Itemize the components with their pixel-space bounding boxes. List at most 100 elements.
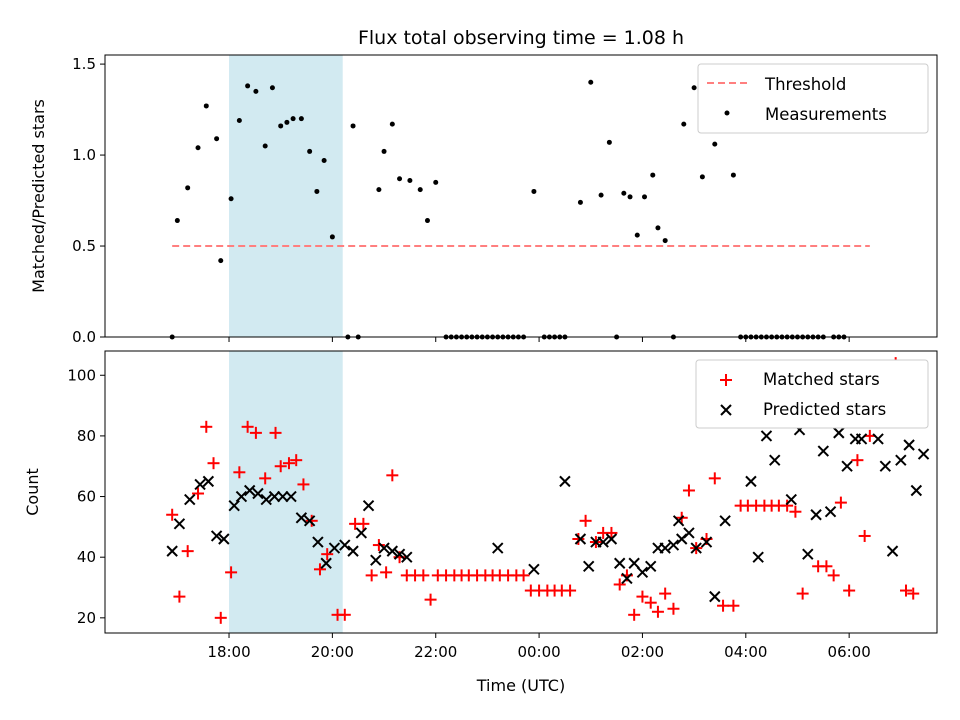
matched-star-point <box>181 545 194 558</box>
matched-star-point <box>827 569 840 582</box>
predicted-star-point <box>700 536 713 548</box>
matched-star-point <box>386 469 399 482</box>
matched-star-point <box>290 454 303 467</box>
predicted-star-point <box>802 548 814 560</box>
x-tick-label: 20:00 <box>311 643 354 661</box>
predicted-star-point <box>785 493 797 506</box>
predicted-star-point <box>528 563 540 576</box>
x-tick-label: 18:00 <box>207 643 250 661</box>
predicted-star-point <box>910 484 923 497</box>
legend-matched-label: Matched stars <box>763 370 880 389</box>
predicted-star-point <box>320 557 332 569</box>
matched-star-point <box>667 602 680 615</box>
predicted-star-point <box>202 475 215 488</box>
matched-star-point <box>192 487 205 500</box>
bottom-plot-frame <box>104 350 938 634</box>
measurement-point <box>433 179 439 185</box>
measurement-point <box>262 143 268 149</box>
matched-star-point <box>517 569 530 582</box>
matched-star-point <box>297 478 310 491</box>
matched-star-point <box>365 569 378 582</box>
measurement-point <box>621 190 627 196</box>
measurement-point <box>642 194 648 200</box>
matched-star-point <box>907 587 920 600</box>
predicted-star-point <box>855 433 868 445</box>
measurement-point <box>531 188 537 194</box>
measurement-point <box>350 123 356 129</box>
predicted-star-point <box>582 560 595 572</box>
predicted-star-point <box>628 557 640 569</box>
top-y-axis-label: Matched/Predicted stars <box>29 99 48 293</box>
predicted-star-point <box>559 475 571 488</box>
matched-star-point <box>249 426 262 439</box>
measurement-point <box>397 176 403 182</box>
matched-star-point <box>899 584 912 597</box>
measurement-point <box>681 121 687 127</box>
measurement-point <box>174 218 180 224</box>
matched-star-point <box>843 584 856 597</box>
measurement-point <box>407 178 413 184</box>
matched-star-point <box>659 587 672 600</box>
measurement-point <box>269 85 275 91</box>
matched-star-point <box>789 505 802 518</box>
matched-star-point <box>820 560 833 573</box>
top-shaded-span <box>229 55 343 337</box>
bottom-legend-box <box>695 359 929 429</box>
predicted-star-point <box>645 560 657 572</box>
matched-star-point <box>727 599 740 612</box>
predicted-star-point <box>683 527 695 539</box>
measurement-point <box>185 185 191 191</box>
predicted-star-point <box>672 515 685 527</box>
matched-star-point <box>200 420 213 433</box>
measurement-point <box>314 188 320 194</box>
predicted-star-point <box>303 515 316 527</box>
measurement-point <box>218 258 224 264</box>
matched-star-point <box>241 420 254 433</box>
matched-star-point <box>282 457 295 470</box>
measurement-point <box>284 119 290 125</box>
measurement-point <box>214 136 220 142</box>
top-y-tick-label: 1.5 <box>72 55 96 73</box>
matched-star-point <box>380 566 393 579</box>
predicted-star-point <box>328 542 341 554</box>
x-tick-label: 06:00 <box>828 643 871 661</box>
measurement-point <box>588 79 594 85</box>
x-tick-label: 22:00 <box>414 643 457 661</box>
measurement-point <box>712 141 718 147</box>
chart-title: Flux total observing time = 1.08 h <box>358 27 684 49</box>
measurement-point <box>195 145 201 151</box>
predicted-star-point <box>636 566 649 579</box>
measurement-point <box>290 116 296 122</box>
top-legend: Threshold Measurements <box>697 63 929 134</box>
matched-star-point <box>708 472 721 485</box>
measurement-point <box>662 238 668 244</box>
predicted-star-point <box>243 484 256 497</box>
measurement-point <box>329 234 335 240</box>
bottom-y-tick-label: 80 <box>77 427 96 445</box>
measurement-point <box>598 192 604 198</box>
legend-measurements-label: Measurements <box>765 105 887 124</box>
measurement-point <box>389 121 395 127</box>
predicted-star-point <box>810 509 822 521</box>
top-y-tick-label: 0.0 <box>72 328 96 346</box>
matched-star-point <box>834 496 847 509</box>
matched-star-point <box>651 605 664 618</box>
measurement-point <box>730 172 736 178</box>
predicted-star-point <box>312 536 324 548</box>
bottom-y-tick-label: 100 <box>67 366 96 384</box>
measurement-point <box>203 103 209 109</box>
measurement-point <box>691 85 697 91</box>
predicted-star-point <box>378 542 390 554</box>
matched-star-point <box>564 584 577 597</box>
measurement-point <box>278 123 284 129</box>
measurement-point <box>627 194 633 200</box>
matched-star-point <box>338 608 351 621</box>
measurement-point <box>253 88 259 94</box>
matched-star-point <box>321 548 334 561</box>
measurement-point <box>699 174 705 180</box>
legend-measurements-swatch <box>724 110 730 116</box>
predicted-star-point <box>574 533 587 545</box>
matched-star-point <box>717 599 730 612</box>
measurement-point <box>376 187 382 193</box>
